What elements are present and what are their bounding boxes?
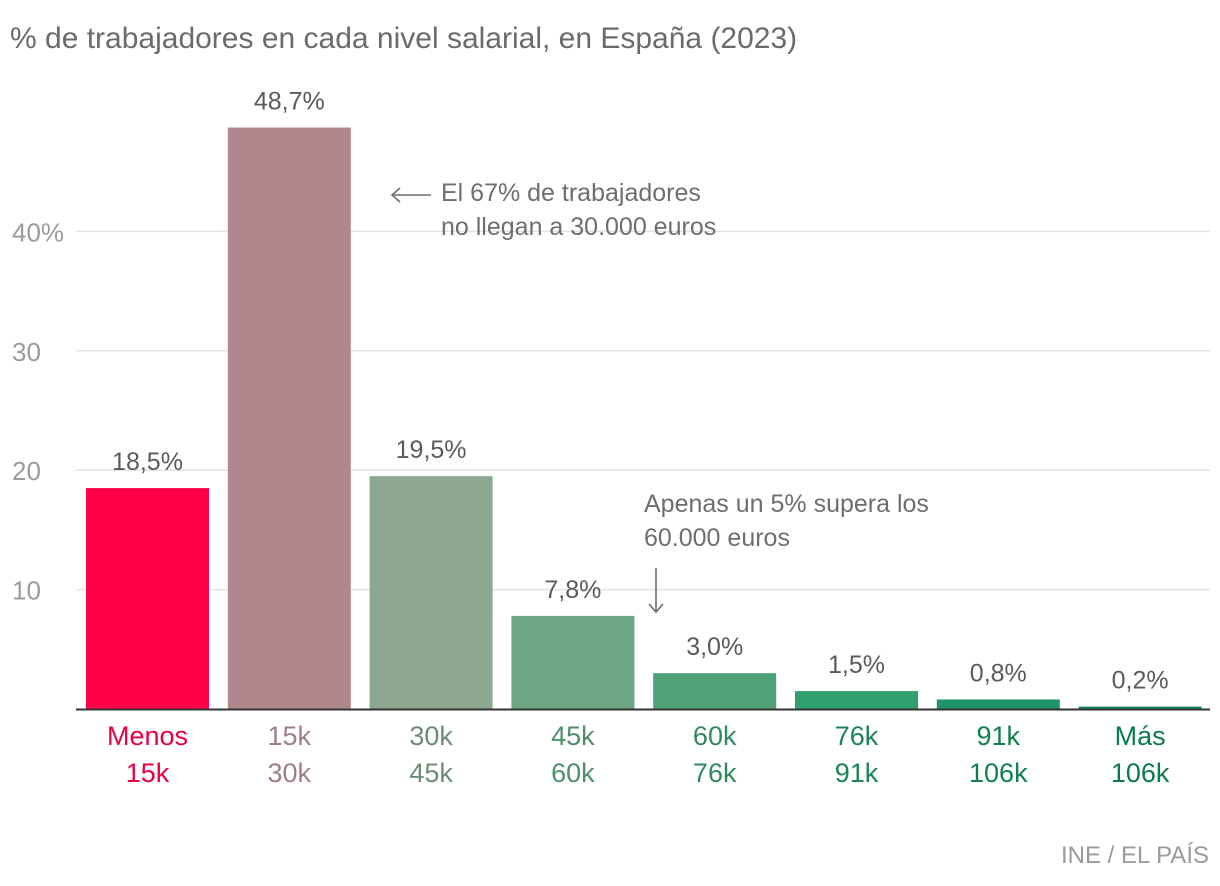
annotations: El 67% de trabajadores no llegan a 30.000…: [390, 179, 929, 614]
category-label: Más: [1115, 721, 1166, 751]
category-label: 30k: [268, 758, 312, 788]
arrow-left-icon: [390, 187, 431, 203]
category-label: 60k: [551, 758, 595, 788]
value-label: 48,7%: [254, 88, 325, 116]
category-label: Menos: [107, 721, 188, 751]
y-axis-ticks: 10 20 30 40%: [12, 217, 64, 605]
bar: [653, 673, 777, 709]
source-credit: INE / EL PAÍS: [1060, 842, 1209, 869]
bars: [86, 127, 1202, 710]
category-label: 15k: [268, 721, 312, 751]
category-label: 30k: [409, 721, 453, 751]
bar: [369, 476, 493, 709]
value-label: 3,0%: [686, 633, 743, 661]
annotation-text: no llegan a 30.000 euros: [441, 213, 716, 241]
bar: [511, 615, 635, 709]
arrow-down-icon: [648, 568, 664, 614]
category-label: 45k: [551, 721, 595, 751]
category-labels: Menos 15k 15k 30k 30k 45k 45k 60k 60k 76k 76k 91k 91…: [107, 721, 1170, 788]
bar: [227, 127, 351, 710]
value-label: 0,8%: [970, 659, 1027, 687]
bar: [795, 691, 918, 709]
category-label: 15k: [126, 758, 170, 788]
bar: [936, 699, 1060, 709]
category-label: 76k: [693, 758, 737, 788]
value-label: 18,5%: [112, 448, 183, 476]
category-label: 106k: [1111, 758, 1170, 788]
value-label: 7,8%: [544, 576, 601, 604]
annotation-text: 60.000 euros: [644, 524, 790, 552]
category-label: 106k: [969, 758, 1028, 788]
value-label: 19,5%: [396, 436, 467, 464]
annotation-text: Apenas un 5% supera los: [644, 490, 929, 518]
category-label: 60k: [693, 721, 737, 751]
y-tick-label: 40%: [12, 217, 64, 247]
bar: [1078, 706, 1202, 709]
value-labels: 18,5% 48,7% 19,5% 7,8% 3,0% 1,5% 0,8% 0,2%: [112, 88, 1169, 695]
bar: [86, 488, 209, 709]
value-label: 0,2%: [1112, 667, 1169, 695]
y-tick-label: 10: [12, 576, 41, 606]
y-tick-label: 30: [12, 337, 41, 367]
annotation-text: El 67% de trabajadores: [441, 179, 701, 207]
category-label: 91k: [835, 758, 879, 788]
chart-title: % de trabajadores en cada nivel salarial…: [10, 22, 798, 55]
y-tick-label: 20: [12, 456, 41, 486]
category-label: 45k: [409, 758, 453, 788]
category-label: 76k: [835, 721, 879, 751]
category-label: 91k: [977, 721, 1021, 751]
value-label: 1,5%: [828, 651, 885, 679]
